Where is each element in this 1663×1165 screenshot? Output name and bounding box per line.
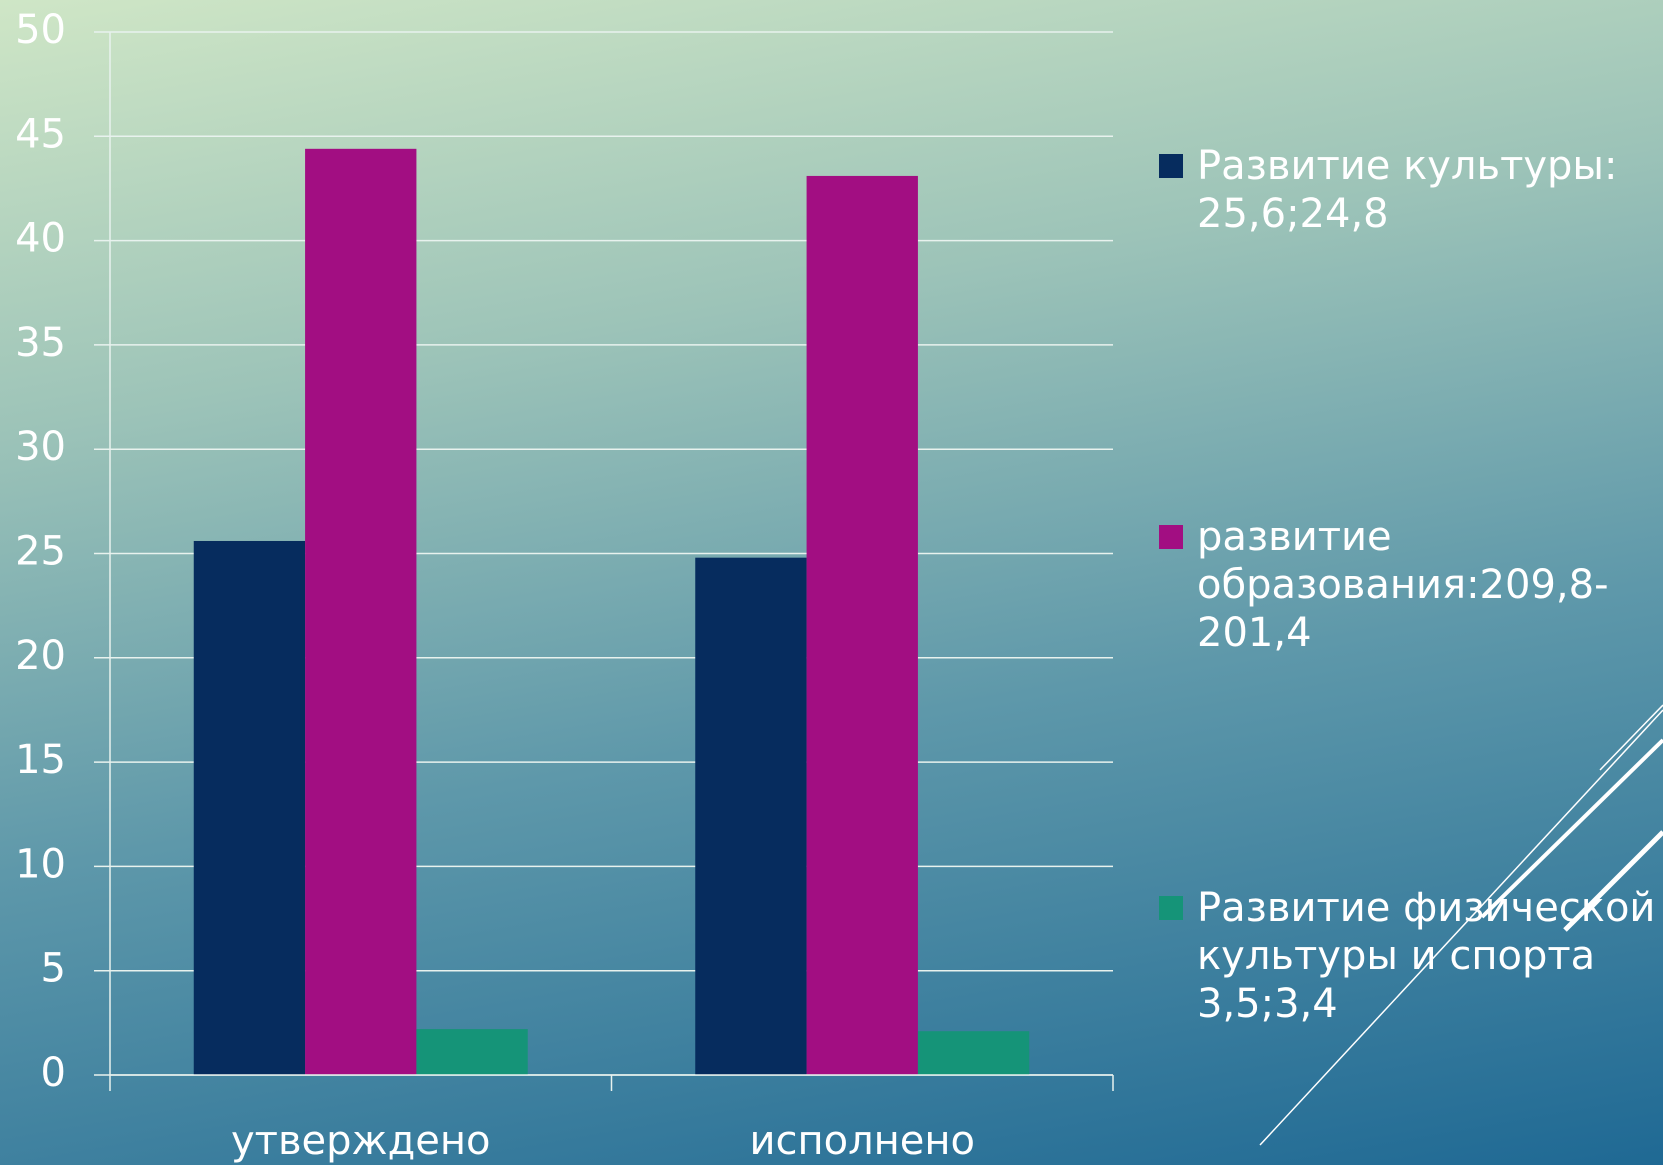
y-tick-label: 20 — [15, 633, 66, 679]
bar — [305, 148, 417, 1076]
decoration — [1259, 704, 1663, 1146]
legend-label: Развитие культуры: 25,6;24,8 — [1197, 143, 1618, 237]
y-tick-label: 35 — [15, 320, 66, 366]
bar — [695, 557, 807, 1075]
y-tick-label: 50 — [15, 7, 66, 53]
y-tick-label: 40 — [15, 216, 66, 262]
bar — [806, 175, 918, 1075]
y-tick-label: 25 — [15, 529, 66, 575]
bar — [917, 1031, 1030, 1075]
y-tick-label: 10 — [15, 841, 66, 887]
x-tick-label: исполнено — [749, 1118, 975, 1164]
legend-swatch — [1159, 154, 1183, 178]
legend-swatch — [1159, 896, 1183, 920]
bar — [416, 1029, 528, 1075]
legend-label: Развитие физической культуры и спорта 3,… — [1197, 885, 1656, 1027]
legend-item: Развитие культуры: 25,6;24,8 — [1159, 142, 1659, 238]
y-tick-label: 0 — [41, 1050, 66, 1096]
bar — [193, 540, 306, 1075]
legend-label: развитие образования:209,8-201,4 — [1197, 514, 1609, 656]
legend-item: Развитие физической культуры и спорта 3,… — [1159, 884, 1659, 1028]
legend-swatch — [1159, 525, 1183, 549]
legend-item: развитие образования:209,8-201,4 — [1159, 513, 1659, 657]
x-tick-label: утверждено — [231, 1118, 490, 1164]
y-tick-label: 45 — [15, 111, 66, 157]
y-tick-label: 30 — [15, 424, 66, 470]
y-tick-label: 15 — [15, 737, 66, 783]
y-tick-label: 5 — [41, 946, 66, 992]
